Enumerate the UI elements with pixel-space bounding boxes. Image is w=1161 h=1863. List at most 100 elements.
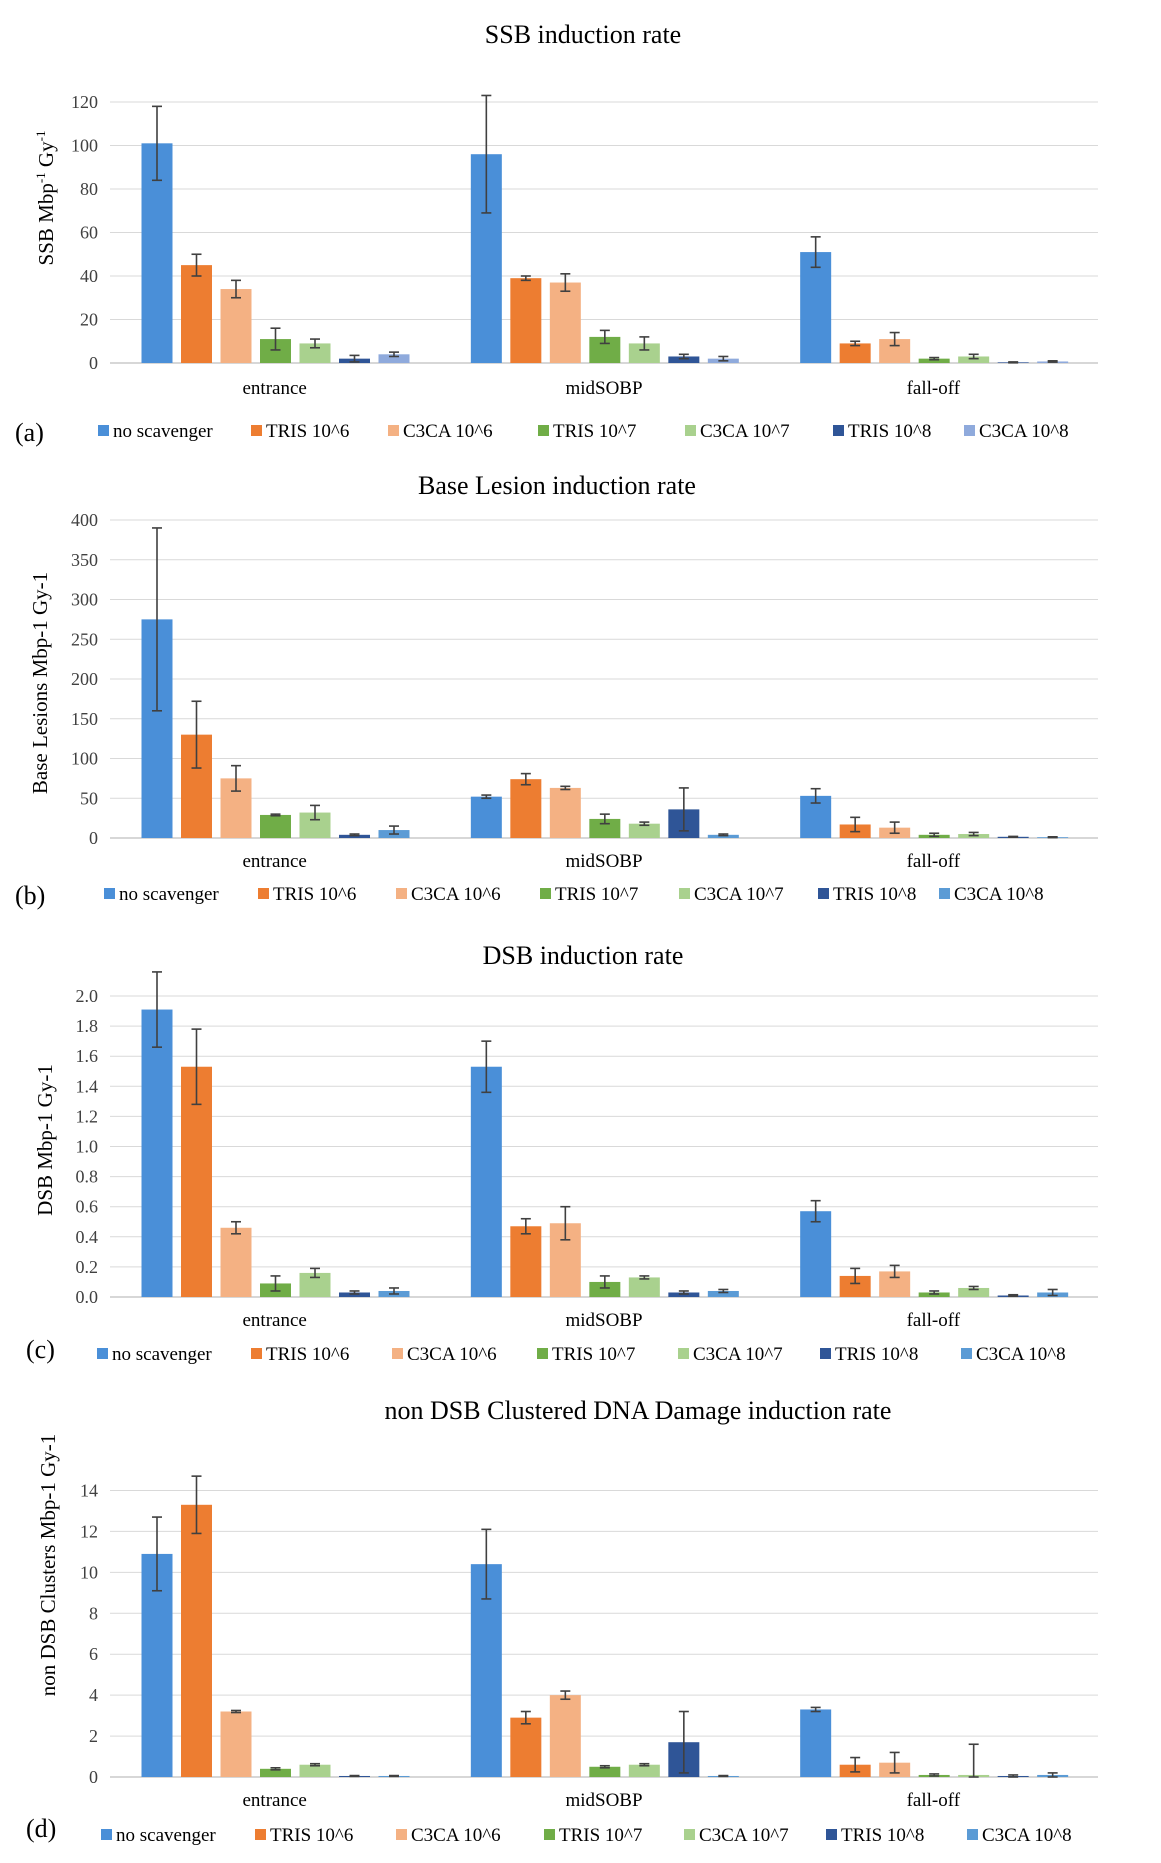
y-tick-label: 0 [89, 353, 98, 373]
legend-swatch [820, 1348, 831, 1359]
bar [510, 1226, 542, 1297]
y-tick-label: 1.4 [76, 1076, 99, 1096]
y-tick-label: 0.6 [76, 1197, 99, 1217]
legend-swatch [97, 1348, 108, 1359]
legend-swatch [678, 1348, 689, 1359]
y-tick-label: 0.0 [76, 1287, 99, 1307]
legend-entry: TRIS 10^6 [270, 1825, 353, 1846]
y-tick-label: 150 [71, 709, 98, 729]
bar [589, 818, 621, 838]
legend-swatch [251, 1348, 262, 1359]
bar [220, 1227, 252, 1297]
legend-swatch [392, 1348, 403, 1359]
bar [220, 1711, 252, 1777]
legend-entry: TRIS 10^8 [841, 1825, 924, 1846]
y-tick-label: 1.8 [76, 1016, 99, 1036]
bar [800, 252, 832, 363]
legend-swatch [679, 888, 690, 899]
y-tick-label: 400 [71, 510, 98, 530]
y-tick-label: 14 [80, 1480, 98, 1500]
legend-swatch [964, 425, 975, 436]
y-tick-label: 12 [80, 1521, 98, 1541]
legend-swatch [258, 888, 269, 899]
legend-entry: C3CA 10^8 [954, 884, 1044, 905]
y-tick-label: 0.8 [76, 1167, 99, 1187]
legend-swatch [98, 425, 109, 436]
x-tick-label: entrance [242, 1790, 306, 1811]
legend-entry: C3CA 10^7 [700, 421, 790, 442]
y-tick-label: 250 [71, 629, 98, 649]
y-axis-label: Base Lesions Mbp-1 Gy-1 [28, 572, 52, 794]
bar [918, 358, 950, 363]
legend-swatch [396, 888, 407, 899]
bar [510, 1717, 542, 1777]
bar [510, 278, 542, 363]
legend-swatch [967, 1829, 978, 1840]
y-tick-label: 1.6 [76, 1046, 99, 1066]
bar [141, 1009, 173, 1297]
y-axis-label: non DSB Clusters Mbp-1 Gy-1 [36, 1434, 60, 1697]
y-tick-label: 200 [71, 669, 98, 689]
legend-entry: C3CA 10^8 [976, 1344, 1066, 1365]
legend-entry: TRIS 10^7 [553, 421, 636, 442]
x-tick-label: midSOBP [565, 378, 642, 399]
legend-entry: TRIS 10^6 [266, 421, 349, 442]
x-tick-label: midSOBP [565, 1790, 642, 1811]
y-axis-label: DSB Mbp-1 Gy-1 [33, 1064, 57, 1216]
y-tick-label: 2.0 [76, 986, 99, 1006]
x-tick-label: fall-off [907, 1790, 961, 1811]
bar [628, 1277, 660, 1297]
legend-entry: no scavenger [112, 1344, 212, 1365]
chart-title: non DSB Clustered DNA Damage induction r… [385, 1396, 892, 1425]
legend-entry: no scavenger [119, 884, 219, 905]
chart-panel-c: DSB induction rate DSB Mbp-1 Gy-1 (c) 0.… [26, 941, 1098, 1365]
chart-panel-d: non DSB Clustered DNA Damage induction r… [26, 1396, 1098, 1846]
y-tick-label: 4 [89, 1685, 98, 1705]
bar [668, 356, 700, 363]
bar [470, 1066, 502, 1297]
x-tick-label: entrance [242, 378, 306, 399]
y-tick-label: 0.2 [76, 1257, 99, 1277]
y-tick-label: 10 [80, 1562, 98, 1582]
legend-entry: C3CA 10^6 [411, 1825, 501, 1846]
y-tick-label: 300 [71, 590, 98, 610]
legend-swatch [101, 1829, 112, 1840]
y-tick-label: 120 [71, 92, 98, 112]
legend-entry: C3CA 10^8 [982, 1825, 1072, 1846]
legend-entry: TRIS 10^6 [266, 1344, 349, 1365]
legend-swatch [388, 425, 399, 436]
chart-title: SSB induction rate [485, 20, 681, 49]
legend-entry: TRIS 10^6 [273, 884, 356, 905]
bar [299, 1764, 331, 1777]
bar [839, 1275, 871, 1297]
bar [510, 779, 542, 838]
legend-swatch [104, 888, 115, 899]
legend-entry: TRIS 10^7 [555, 884, 638, 905]
chart-title: Base Lesion induction rate [418, 471, 696, 500]
legend-swatch [537, 1348, 548, 1359]
legend-swatch [833, 425, 844, 436]
legend-entry: no scavenger [113, 421, 213, 442]
bar [707, 1290, 739, 1297]
x-tick-label: midSOBP [565, 1310, 642, 1331]
bar [800, 1709, 832, 1777]
legend-entry: C3CA 10^7 [699, 1825, 789, 1846]
legend-swatch [251, 425, 262, 436]
panel-label: (b) [15, 881, 45, 910]
legend-swatch [818, 888, 829, 899]
y-tick-label: 100 [71, 749, 98, 769]
legend-entry: TRIS 10^7 [559, 1825, 642, 1846]
bar [260, 339, 291, 363]
legend-swatch [685, 425, 696, 436]
y-tick-label: 60 [80, 223, 98, 243]
x-tick-label: fall-off [907, 378, 961, 399]
y-tick-label: 40 [80, 266, 98, 286]
legend-swatch [396, 1829, 407, 1840]
y-tick-label: 1.0 [76, 1137, 99, 1157]
chart-title: DSB induction rate [483, 941, 684, 970]
chart-panel-a: SSB induction rate SSB Mbp-1 Gy-1 (a) 0 2… [15, 20, 1098, 447]
legend-swatch [684, 1829, 695, 1840]
legend-entry: TRIS 10^8 [833, 884, 916, 905]
bar [628, 823, 660, 838]
legend-entry: C3CA 10^7 [693, 1344, 783, 1365]
